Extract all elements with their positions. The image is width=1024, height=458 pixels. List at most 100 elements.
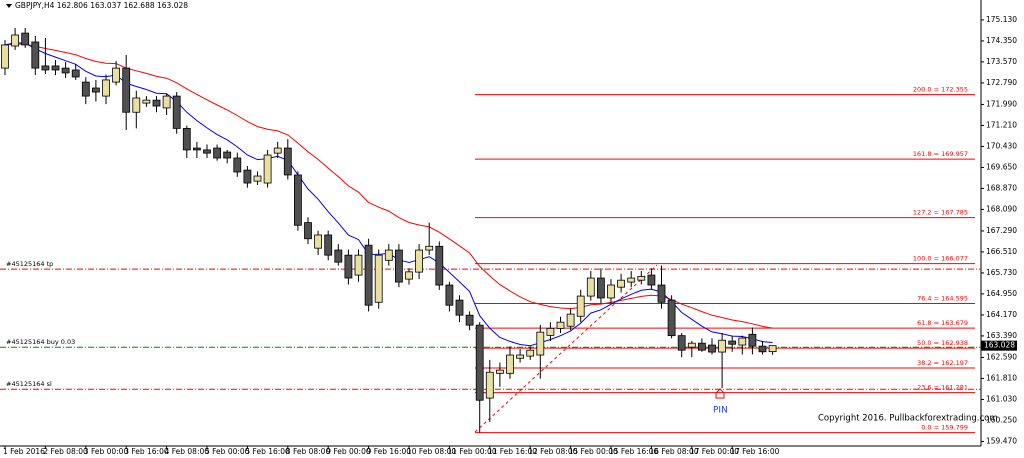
fib-label: 38.2 = 162.197	[917, 359, 968, 367]
candle-body	[617, 279, 625, 288]
candle-body	[687, 342, 696, 348]
candle-body	[102, 79, 110, 97]
candle-body	[607, 284, 615, 299]
candle-body	[263, 154, 272, 184]
pin-label: PIN	[713, 406, 728, 416]
x-tick-label: 3 Feb 16:00	[124, 447, 169, 456]
candle-body	[354, 254, 363, 276]
candle-body	[71, 69, 80, 78]
candle-body	[11, 34, 20, 47]
candle-body	[21, 32, 30, 46]
candle-body	[31, 41, 40, 69]
candle-body	[425, 245, 434, 251]
fib-label: 100.0 = 166.077	[913, 255, 968, 263]
candle-body	[81, 81, 90, 97]
candle-body	[142, 99, 151, 104]
candle-body	[758, 345, 767, 353]
y-tick-label: 159.470	[986, 436, 1017, 445]
y-tick-label: 166.510	[986, 247, 1017, 256]
candle-body	[132, 97, 141, 113]
slow-ma	[4, 43, 773, 329]
x-tick-label: 3 Feb 00:00	[84, 447, 129, 456]
y-tick-label: 167.290	[986, 226, 1017, 235]
order-label: #45125164 sl	[6, 380, 52, 388]
x-tick-label: 17 Feb 16:00	[730, 447, 779, 456]
y-tick-label: 175.130	[986, 15, 1017, 24]
candle-body	[677, 335, 686, 351]
fib-label: 23.6 = 161.281	[917, 384, 968, 392]
candle-body	[536, 331, 545, 356]
candle-body	[182, 127, 191, 151]
candle-body	[374, 254, 383, 303]
x-tick-label: 8 Feb 08:00	[286, 447, 331, 456]
x-tick-label: 4 Feb 08:00	[165, 447, 210, 456]
candle-body	[415, 249, 424, 273]
candle-body	[112, 67, 120, 83]
candle-body	[768, 345, 777, 353]
candle-body	[61, 67, 70, 74]
candle-body	[314, 234, 323, 249]
y-tick-label: 162.590	[986, 352, 1017, 361]
fib-label: 127.2 = 167.785	[913, 209, 968, 217]
candle-body	[566, 313, 575, 327]
y-tick-label: 163.390	[986, 331, 1017, 340]
x-tick-label: 5 Feb 16:00	[245, 447, 290, 456]
y-tick-label: 171.990	[986, 99, 1017, 108]
candle-body	[394, 249, 403, 283]
y-tick-label: 160.250	[986, 415, 1017, 424]
candle-body	[698, 342, 706, 351]
y-tick-label: 173.570	[986, 57, 1017, 66]
candle-body	[647, 274, 656, 286]
candle-body	[334, 249, 343, 263]
y-tick-label: 161.030	[986, 394, 1017, 403]
candle-body	[718, 339, 726, 353]
candle-body	[728, 340, 737, 345]
candle-body	[273, 147, 282, 154]
y-tick-label: 164.170	[986, 310, 1017, 319]
y-tick-label: 171.210	[986, 120, 1017, 129]
x-tick-label: 15 Feb 16:00	[609, 447, 658, 456]
candle-body	[597, 277, 605, 299]
candle-body	[223, 151, 232, 159]
candle-body	[233, 157, 242, 173]
candle-body	[51, 65, 60, 71]
last-price-box	[981, 340, 1017, 351]
candle-body	[738, 337, 747, 346]
y-tick-label: 164.950	[986, 289, 1017, 298]
x-tick-label: 5 Feb 00:00	[205, 447, 250, 456]
y-tick-label: 172.790	[986, 78, 1017, 87]
x-tick-label: 11 Feb 16:00	[488, 447, 537, 456]
order-label: #45125164 tp	[6, 260, 53, 268]
candle-body	[475, 324, 484, 401]
y-tick-label: 168.870	[986, 183, 1017, 192]
x-tick-label: 10 Feb 08:00	[407, 447, 456, 456]
candle-body	[445, 284, 454, 306]
order-label: #45125164 buy 0.03	[6, 338, 75, 346]
y-tick-label: 168.090	[986, 204, 1017, 213]
candle-body	[516, 354, 524, 359]
candle-body	[152, 99, 161, 107]
candle-body	[586, 277, 595, 297]
fib-label: 61.8 = 163.679	[917, 319, 968, 327]
fib-label: 50.0 = 162.938	[917, 339, 968, 347]
candle-body	[657, 284, 666, 303]
x-tick-label: 16 Feb 08:00	[649, 447, 698, 456]
fib-label: 161.8 = 169.957	[913, 150, 968, 158]
candle-body	[546, 327, 555, 336]
candle-body	[1, 44, 9, 69]
y-tick-label: 165.730	[986, 268, 1017, 277]
fib-label: 200.0 = 172.355	[913, 86, 968, 94]
x-tick-label: 9 Feb 00:00	[326, 447, 371, 456]
candle-body	[526, 349, 535, 357]
x-tick-label: 2 Feb 08:00	[43, 447, 88, 456]
candle-body	[203, 149, 211, 154]
candle-body	[405, 271, 413, 280]
candle-body	[304, 222, 312, 240]
candle-body	[41, 65, 50, 71]
x-tick-label: 15 Feb 00:00	[569, 447, 618, 456]
candle-body	[384, 249, 393, 261]
candle-body	[92, 87, 100, 93]
candle-body	[122, 67, 131, 113]
